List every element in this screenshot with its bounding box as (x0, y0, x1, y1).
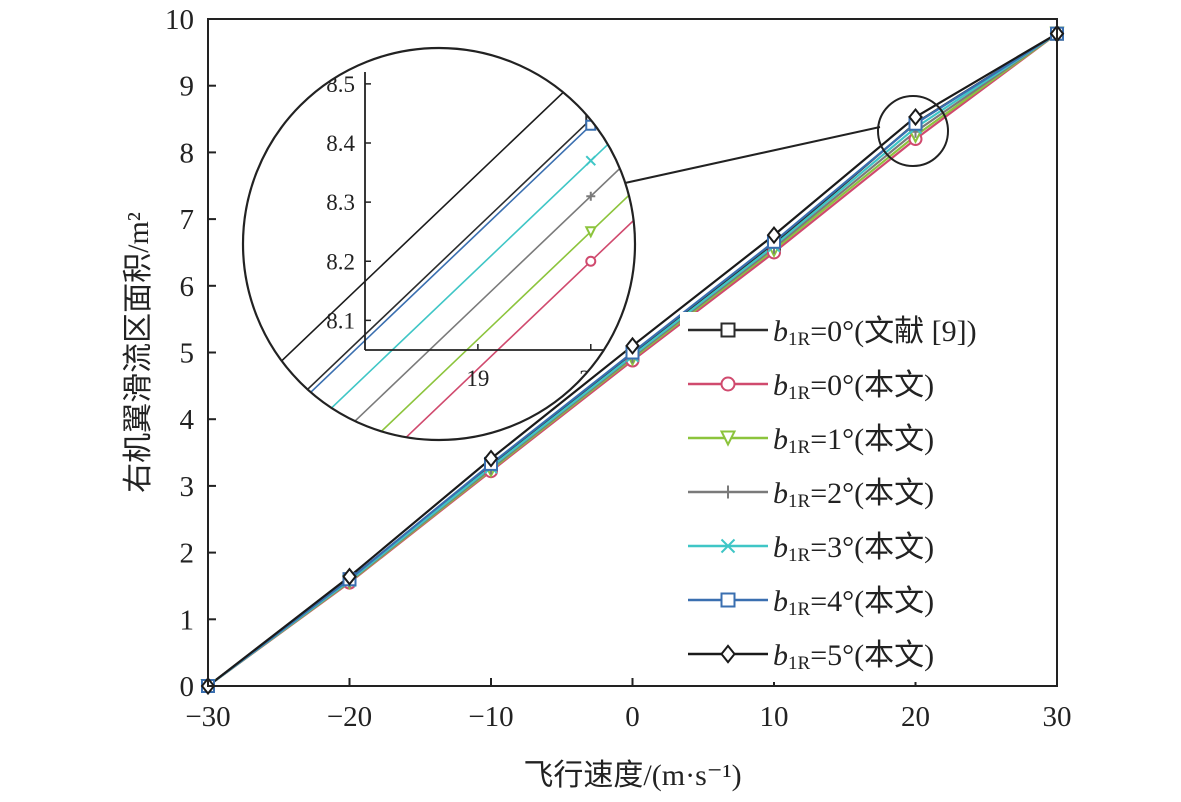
inset-border (241, 46, 637, 442)
legend-label-value: =5°(本文) (810, 639, 934, 672)
inset-series-line-0 (251, 48, 635, 440)
legend: b1R=0°(文献 [9])b1R=0°(本文)b1R=1°(本文)b1R=2°… (680, 312, 1052, 682)
legend-label-value: =0°(文献 [9]) (810, 315, 976, 348)
tick-labels: −30 −20 −10 0 10 20 30 0 1 2 3 4 5 6 7 8 9 10 (165, 4, 1072, 733)
x-axis-title: 飞行速度/(m·s⁻¹) (523, 759, 741, 792)
x-tick-label: −30 (185, 701, 230, 733)
inset-plot-area: 8.18.28.38.48.519 20 (251, 48, 635, 440)
y-axis-title: 右机翼滑流区面积/m² (122, 212, 155, 493)
inset-y-tick-label: 8.1 (326, 308, 355, 333)
zoom-inset: 8.18.28.38.48.519 20 (241, 46, 949, 442)
legend-label-subscript: 1R (788, 545, 811, 566)
legend-label-value: =1°(本文) (810, 423, 934, 456)
legend-marker-2 (719, 430, 737, 447)
y-tick-label: 8 (180, 137, 195, 169)
legend-marker-6 (720, 644, 736, 664)
inset-series-line-5 (251, 48, 635, 440)
legend-label-subscript: 1R (788, 383, 811, 404)
zoom-target-circle (877, 95, 949, 167)
y-tick-label: 2 (180, 538, 195, 570)
legend-background (680, 312, 1052, 682)
legend-label-5: b1R=4°(本文) (773, 585, 934, 620)
y-tick-label: 1 (180, 604, 195, 636)
inset-data-point-1 (585, 255, 597, 267)
inset-data-point-3 (586, 191, 596, 201)
legend-label-subscript: 1R (788, 653, 811, 674)
inset-data-point-4 (585, 155, 596, 166)
legend-label-subscript: 1R (788, 599, 811, 620)
x-tick-label: −20 (327, 701, 372, 733)
legend-label-0: b1R=0°(文献 [9]) (773, 315, 977, 350)
y-tick-label: 0 (180, 671, 195, 703)
x-tick-label: 0 (625, 701, 640, 733)
legend-marker-4 (720, 538, 736, 554)
inset-series-line-6 (251, 48, 635, 390)
legend-label-subscript: 1R (788, 329, 811, 350)
inset-data-point-6 (584, 58, 597, 74)
x-tick-label: 30 (1043, 701, 1072, 733)
legend-marker-0 (720, 322, 736, 338)
legend-label-variable: b (773, 477, 788, 510)
inset-y-tick-label: 8.3 (326, 190, 355, 215)
legend-label-value: =3°(本文) (810, 531, 934, 564)
legend-label-value: =2°(本文) (810, 477, 934, 510)
inset-background (243, 48, 635, 440)
legend-marker-3 (721, 485, 735, 499)
legend-marker-1 (720, 376, 736, 392)
legend-label-2: b1R=1°(本文) (773, 423, 934, 458)
zoom-connector-line (624, 126, 881, 184)
legend-label-variable: b (773, 585, 788, 618)
y-tick-label: 7 (180, 204, 195, 236)
y-tick-label: 9 (180, 71, 195, 103)
legend-label-variable: b (773, 639, 788, 672)
inset-y-tick-label: 8.2 (326, 249, 355, 274)
y-tick-label: 3 (180, 471, 195, 503)
inset-data-point-2 (584, 226, 597, 239)
y-tick-label: 10 (165, 4, 194, 36)
y-tick-label: 6 (180, 271, 195, 303)
data-point-6-3 (625, 336, 640, 355)
main-series-markers (200, 24, 1065, 696)
legend-label-variable: b (773, 315, 788, 348)
legend-label-subscript: 1R (788, 437, 811, 458)
data-point-6-2 (483, 449, 499, 468)
inset-x-tick-label: 19 (466, 366, 489, 391)
inset-series-line-2 (251, 96, 635, 440)
legend-label-value: =4°(本文) (810, 585, 934, 618)
x-tick-label: 20 (901, 701, 930, 733)
legend-label-subscript: 1R (788, 491, 811, 512)
legend-label-variable: b (773, 369, 788, 402)
legend-label-1: b1R=0°(本文) (773, 369, 934, 404)
legend-label-3: b1R=2°(本文) (773, 477, 934, 512)
inset-series-line-3 (251, 61, 635, 440)
x-tick-label: −10 (468, 701, 513, 733)
legend-label-value: =0°(本文) (810, 369, 934, 402)
x-tick-label: 10 (760, 701, 789, 733)
legend-label-variable: b (773, 423, 788, 456)
legend-label-variable: b (773, 531, 788, 564)
data-point-6-4 (766, 226, 782, 245)
legend-label-4: b1R=3°(本文) (773, 531, 934, 566)
data-point-6-1 (342, 567, 357, 586)
inset-series-line-1 (251, 126, 635, 440)
legend-marker-5 (720, 592, 736, 608)
legend-label-6: b1R=5°(本文) (773, 639, 934, 674)
axis-titles: 飞行速度/(m·s⁻¹) 右机翼滑流区面积/m² (122, 212, 742, 792)
inset-y-tick-label: 8.4 (326, 131, 355, 156)
data-point-6-5 (908, 107, 923, 127)
y-tick-label: 5 (180, 338, 195, 370)
y-tick-label: 4 (180, 404, 195, 436)
